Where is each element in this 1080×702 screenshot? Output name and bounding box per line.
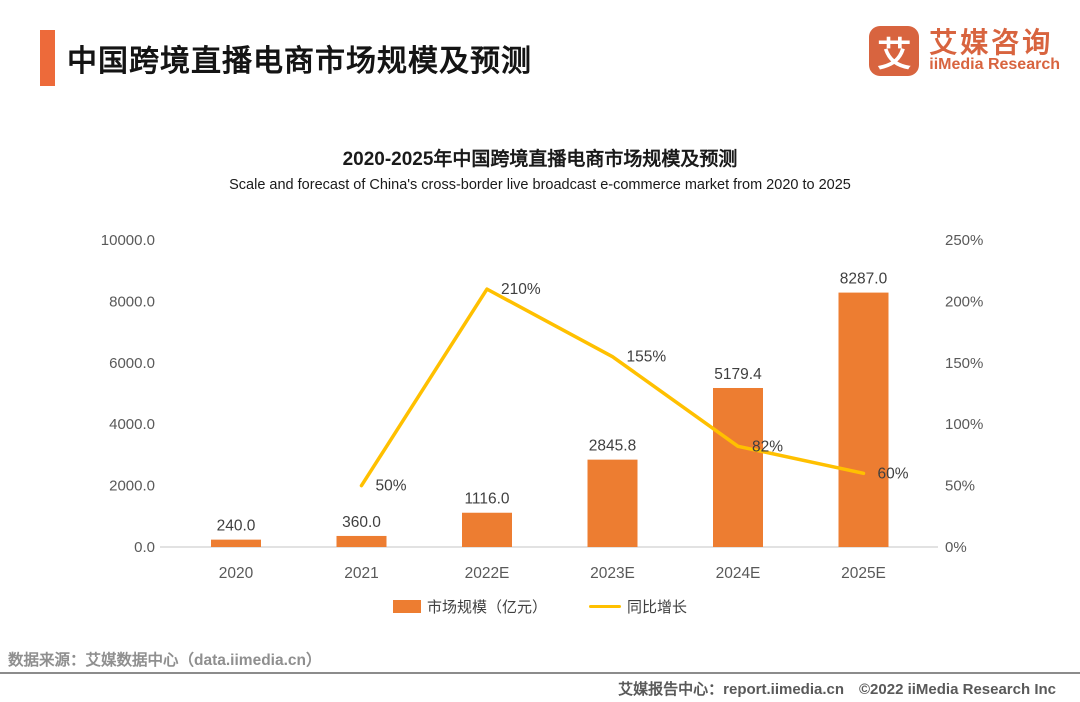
- iimedia-logo-icon: 艾: [869, 26, 920, 76]
- growth-label-2022E: 210%: [501, 281, 541, 298]
- legend-bar-swatch: [392, 600, 421, 613]
- growth-label-2025E: 60%: [878, 465, 909, 482]
- y-axis-left-tick-2: 4000.0: [109, 416, 155, 433]
- chart-subtitle: Scale and forecast of China's cross-bord…: [229, 177, 851, 193]
- bar-label-2021: 360.0: [342, 514, 381, 531]
- x-axis-label-2025E: 2025E: [841, 565, 886, 582]
- data-source-note: 数据来源：艾媒数据中心（data.iimedia.cn）: [8, 652, 322, 669]
- legend-item-growth: 同比增长: [589, 596, 687, 617]
- y-axis-left-tick-0: 0.0: [134, 539, 155, 556]
- growth-label-2021: 50%: [376, 478, 407, 495]
- x-axis-label-2024E: 2024E: [716, 565, 761, 582]
- bar-2023E: [587, 459, 638, 547]
- bar-label-2020: 240.0: [217, 518, 256, 535]
- logo-text: 艾媒咨询 iiMedia Research: [929, 28, 1060, 74]
- bar-2021: [336, 535, 387, 547]
- logo-name-cn: 艾媒咨询: [929, 26, 1054, 58]
- report-center-note: 艾媒报告中心：report.iimedia.cn ©2022 iiMedia R…: [618, 681, 1056, 698]
- y-axis-right-tick-1: 50%: [945, 478, 975, 495]
- bar-2025E: [838, 292, 889, 547]
- y-axis-left-tick-4: 8000.0: [109, 293, 155, 310]
- y-axis-left-tick-5: 10000.0: [101, 232, 155, 249]
- bar-2024E: [713, 387, 763, 547]
- chart-title: 2020-2025年中国跨境直播电商市场规模及预测: [342, 149, 738, 170]
- bar-label-2023E: 2845.8: [589, 438, 636, 455]
- growth-line: [359, 287, 866, 488]
- growth-label-2023E: 155%: [627, 349, 667, 366]
- y-axis-right-tick-4: 200%: [945, 293, 983, 310]
- bar-label-2024E: 5179.4: [714, 366, 762, 383]
- footer-divider: [0, 672, 1080, 674]
- x-axis-label-2023E: 2023E: [590, 565, 635, 582]
- x-axis-label-2022E: 2022E: [465, 565, 510, 582]
- y-axis-right-tick-2: 100%: [945, 416, 983, 433]
- legend-item-market-scale: 市场规模（亿元）: [392, 596, 547, 617]
- title-accent-bar: [40, 30, 55, 86]
- growth-label-2024E: 82%: [752, 438, 783, 455]
- brand-logo: 艾 艾媒咨询 iiMedia Research: [869, 26, 1060, 76]
- legend-line-swatch: [589, 604, 621, 609]
- y-axis-right-tick-3: 150%: [945, 355, 983, 372]
- y-axis-right-tick-5: 250%: [945, 232, 983, 249]
- y-axis-left-tick-1: 2000.0: [109, 478, 155, 495]
- x-axis-label-2020: 2020: [219, 565, 254, 582]
- logo-name-en: iiMedia Research: [929, 56, 1060, 74]
- y-axis-right-tick-0: 0%: [945, 539, 967, 556]
- x-axis-label-2021: 2021: [344, 565, 378, 582]
- chart-legend: 市场规模（亿元） 同比增长: [0, 596, 1080, 617]
- bar-2022E: [462, 512, 512, 547]
- y-axis-left-tick-3: 6000.0: [109, 355, 155, 372]
- bar-2020: [211, 539, 261, 547]
- page-title: 中国跨境直播电商市场规模及预测: [67, 45, 532, 78]
- legend-label-growth: 同比增长: [627, 599, 688, 616]
- legend-label-market-scale: 市场规模（亿元）: [426, 599, 547, 616]
- logo-glyph: 艾: [877, 35, 912, 74]
- bar-label-2022E: 1116.0: [464, 491, 509, 508]
- bar-label-2025E: 8287.0: [840, 271, 888, 288]
